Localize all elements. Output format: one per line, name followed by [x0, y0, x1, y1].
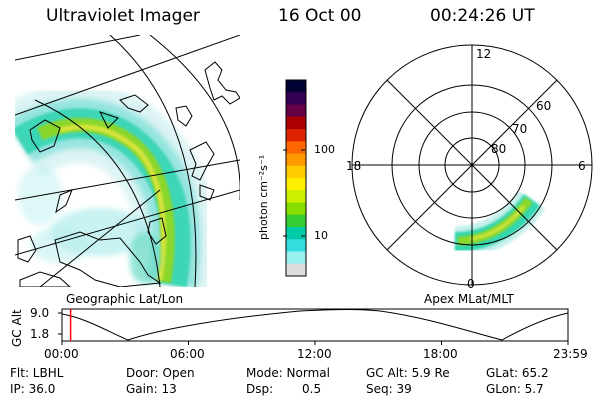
altitude-xtick-0000: 00:00 — [44, 347, 79, 361]
geographic-map-panel — [15, 35, 240, 287]
colorbar-segment — [286, 141, 306, 154]
altitude-plot — [58, 308, 569, 345]
status-gain: Gain: 13 — [126, 382, 177, 396]
colorbar-frame — [285, 79, 307, 277]
colorbar-segment — [286, 116, 306, 130]
status-seq: Seq: 39 — [366, 382, 412, 396]
auroral-oval-mlt — [454, 190, 546, 258]
colorbar-segment — [286, 239, 306, 252]
status-door: Door: Open — [126, 366, 195, 380]
mlt-label-right: 6 — [578, 159, 586, 173]
geographic-grid — [15, 35, 240, 287]
colorbar-segment — [286, 104, 306, 118]
lat-label-70: 70 — [512, 122, 527, 136]
lat-label-80: 80 — [491, 142, 506, 156]
status-glon: GLon: 5.7 — [486, 382, 544, 396]
colorbar-segment — [286, 129, 306, 142]
right-panel-caption: Apex MLat/MLT — [424, 292, 514, 306]
altitude-xtick-1800: 18:00 — [423, 347, 458, 361]
altitude-ylabel: GC Alt — [10, 309, 24, 347]
lat-label-60: 60 — [536, 99, 551, 113]
status-dsp-label: Dsp: — [246, 382, 274, 396]
colorbar-segment — [286, 178, 306, 191]
colorbar-segment — [286, 227, 306, 240]
colorbar-segment — [286, 165, 306, 179]
status-dsp-value: 0.5 — [302, 382, 322, 396]
colorbar-tick-100: 100 — [314, 143, 335, 156]
mlt-label-bottom: 0 — [467, 277, 475, 291]
altitude-ytick-low: 1.8 — [30, 327, 50, 341]
altitude-xtick-0600: 06:00 — [170, 347, 205, 361]
date-label: 16 Oct 00 — [278, 6, 362, 26]
altitude-xtick-2359: 23:59 — [553, 347, 588, 361]
left-panel-caption: Geographic Lat/Lon — [66, 292, 184, 306]
status-filter: Flt: LBHL — [10, 366, 64, 380]
colorbar-segment — [286, 153, 306, 167]
colorbar-segment — [286, 202, 306, 216]
colorbar — [286, 80, 306, 277]
altitude-plot-frame — [61, 308, 569, 342]
time-label: 00:24:26 UT — [430, 6, 535, 26]
status-ip: IP: 36.0 — [10, 382, 56, 396]
colorbar-unit-label: photon cm⁻²s⁻¹ — [257, 154, 270, 240]
colorbar-segment — [286, 190, 306, 203]
colorbar-segment — [286, 263, 306, 277]
colorbar-segment — [286, 251, 306, 265]
colorbar-segment — [286, 80, 306, 93]
mlt-label-top: 12 — [476, 47, 491, 61]
colorbar-tick-10: 10 — [314, 229, 328, 242]
mlt-polar-panel: 12 18 6 0 60 70 80 — [346, 44, 593, 291]
status-mode: Mode: Normal — [246, 366, 330, 380]
auroral-oval-geographic — [15, 83, 216, 287]
status-glat: GLat: 65.2 — [486, 366, 549, 380]
instrument-title: Ultraviolet Imager — [46, 6, 200, 26]
status-gc-alt: GC Alt: 5.9 Re — [366, 366, 450, 380]
altitude-xtick-1200: 12:00 — [297, 347, 332, 361]
colorbar-segment — [286, 92, 306, 105]
mlt-label-left: 18 — [346, 159, 361, 173]
coastlines — [17, 61, 240, 287]
colorbar-segment — [286, 214, 306, 228]
altitude-curve — [61, 309, 569, 341]
altitude-ytick-high: 9.0 — [30, 306, 50, 320]
